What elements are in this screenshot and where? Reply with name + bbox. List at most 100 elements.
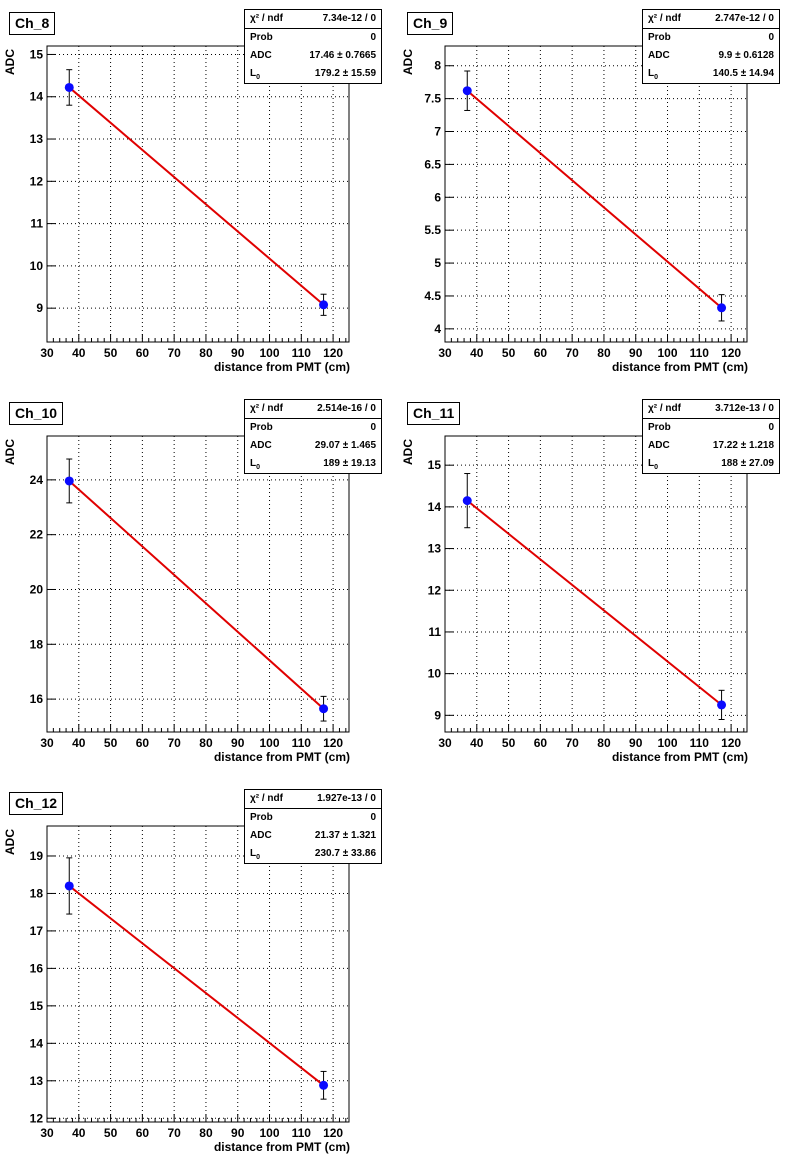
stats-value-adc: 17.46 ± 0.7665 (309, 50, 376, 61)
y-axis-label: ADC (3, 49, 17, 75)
plot-svg: 30 40 50 60 70 80 90 100 110 120 9 10 11 12 13 14 15 (30, 45, 350, 360)
stats-label-text: χ² / ndf (648, 13, 681, 24)
x-tick-label: 110 (690, 736, 710, 750)
stats-row-l0: L0 140.5 ± 14.94 (643, 65, 779, 83)
stats-value-adc: 29.07 ± 1.465 (314, 440, 376, 451)
y-tick-label: 24 (30, 473, 44, 487)
y-tick-label: 13 (30, 1074, 44, 1088)
stats-value-prob: 0 (768, 32, 774, 43)
fit-line (466, 499, 723, 706)
stats-label-l0: L0 (250, 455, 260, 473)
x-tick-label: 90 (231, 736, 245, 750)
y-tick-label: 12 (30, 174, 44, 188)
y-tick-label: 10 (428, 667, 442, 681)
y-tick-label: 15 (30, 47, 44, 61)
y-tick-label: 20 (30, 582, 44, 596)
stats-label-text: L (250, 68, 257, 79)
stats-label-text: L (250, 458, 257, 469)
chart-panel: 30 40 50 60 70 80 90 100 110 120 12 13 14 15 16 17 18 19 C… (0, 780, 398, 1170)
stats-label-adc: ADC (250, 437, 272, 455)
x-tick-label: 30 (438, 346, 452, 360)
x-tick-label: 30 (438, 736, 452, 750)
y-tick-label: 14 (30, 90, 44, 104)
fit-stats-box: χ² / ndf 3.712e-13 / 0 Prob 0 ADC 17.22 ± 1.2… (642, 399, 780, 474)
x-tick-label: 60 (534, 736, 548, 750)
x-tick-label: 50 (104, 736, 118, 750)
stats-label-text: Prob (648, 422, 671, 433)
stats-label-prob: Prob (648, 419, 671, 437)
plot-svg: 30 40 50 60 70 80 90 100 110 120 9 10 11 12 13 14 15 (428, 435, 748, 750)
stats-value-prob: 0 (370, 812, 376, 823)
stats-row-l0: L0 179.2 ± 15.59 (245, 65, 381, 83)
stats-label-text: L (648, 68, 655, 79)
y-tick-label: 9 (36, 301, 43, 315)
chart-panel: 30 40 50 60 70 80 90 100 110 120 9 10 11 12 13 14 15 Ch_8… (0, 0, 398, 390)
fit-line (68, 480, 325, 710)
data-point (319, 300, 329, 310)
x-tick-label: 100 (260, 346, 280, 360)
data-point (717, 303, 727, 313)
stats-label-chi2: χ² / ndf (250, 10, 283, 28)
stats-label-adc: ADC (648, 47, 670, 65)
y-tick-label: 16 (30, 961, 44, 975)
stats-row-adc: ADC 21.37 ± 1.321 (245, 827, 381, 845)
subscript: 0 (256, 854, 261, 861)
x-tick-label: 70 (565, 346, 579, 360)
chart-panel: 30 40 50 60 70 80 90 100 110 120 16 18 20 22 24 Ch_10 AD… (0, 390, 398, 780)
chart-title: Ch_11 (407, 402, 461, 425)
stats-label-adc: ADC (250, 47, 272, 65)
stats-label-text: ADC (250, 440, 272, 451)
x-axis-label: distance from PMT (cm) (213, 750, 350, 764)
x-axis-label: distance from PMT (cm) (611, 360, 748, 374)
chart-title: Ch_8 (9, 12, 56, 35)
stats-value-l0: 189 ± 19.13 (323, 458, 376, 469)
x-tick-label: 50 (104, 346, 118, 360)
stats-label-prob: Prob (250, 809, 273, 827)
y-tick-label: 12 (428, 583, 442, 597)
stats-label-chi2: χ² / ndf (250, 400, 283, 418)
data-point (64, 476, 74, 486)
subscript: 0 (256, 74, 261, 81)
x-tick-label: 40 (470, 346, 484, 360)
y-tick-label: 17 (30, 924, 44, 938)
stats-value-adc: 21.37 ± 1.321 (314, 830, 376, 841)
x-tick-label: 40 (72, 736, 86, 750)
stats-label-l0: L0 (250, 65, 260, 83)
x-axis-label: distance from PMT (cm) (611, 750, 748, 764)
y-tick-label: 6.5 (424, 157, 441, 171)
chart-title: Ch_9 (407, 12, 454, 35)
y-tick-label: 11 (428, 625, 441, 639)
stats-label-text: ADC (250, 830, 272, 841)
stats-row-l0: L0 230.7 ± 33.86 (245, 845, 381, 863)
fit-stats-box: χ² / ndf 2.747e-12 / 0 Prob 0 ADC 9.9 ± 0.612… (642, 9, 780, 84)
stats-row-chi2: χ² / ndf 1.927e-13 / 0 (245, 790, 381, 809)
fit-stats-box: χ² / ndf 1.927e-13 / 0 Prob 0 ADC 21.37 ± 1.3… (244, 789, 382, 864)
y-tick-label: 13 (30, 132, 44, 146)
x-tick-label: 100 (260, 1126, 280, 1140)
y-axis-label: ADC (3, 829, 17, 855)
x-tick-label: 120 (721, 736, 741, 750)
stats-label-prob: Prob (250, 419, 273, 437)
plot-frame (444, 45, 748, 343)
stats-row-chi2: χ² / ndf 2.514e-16 / 0 (245, 400, 381, 419)
chart-title: Ch_10 (9, 402, 64, 425)
y-tick-label: 22 (30, 528, 44, 542)
stats-value-chi2: 2.747e-12 / 0 (715, 13, 774, 24)
x-tick-label: 60 (136, 736, 150, 750)
x-tick-label: 120 (721, 346, 741, 360)
stats-value-chi2: 1.927e-13 / 0 (317, 793, 376, 804)
y-tick-label: 14 (30, 1036, 44, 1050)
x-tick-label: 100 (658, 736, 678, 750)
x-tick-label: 80 (597, 346, 611, 360)
x-tick-label: 70 (167, 1126, 181, 1140)
stats-label-l0: L0 (648, 65, 658, 83)
y-tick-label: 18 (30, 637, 44, 651)
stats-value-chi2: 2.514e-16 / 0 (317, 403, 376, 414)
stats-value-adc: 17.22 ± 1.218 (712, 440, 774, 451)
x-tick-label: 40 (72, 1126, 86, 1140)
y-tick-label: 11 (30, 217, 43, 231)
stats-label-prob: Prob (250, 29, 273, 47)
stats-value-prob: 0 (768, 422, 774, 433)
plot-svg: 30 40 50 60 70 80 90 100 110 120 12 13 14 15 16 17 18 19 (30, 825, 350, 1140)
x-tick-label: 90 (629, 736, 643, 750)
